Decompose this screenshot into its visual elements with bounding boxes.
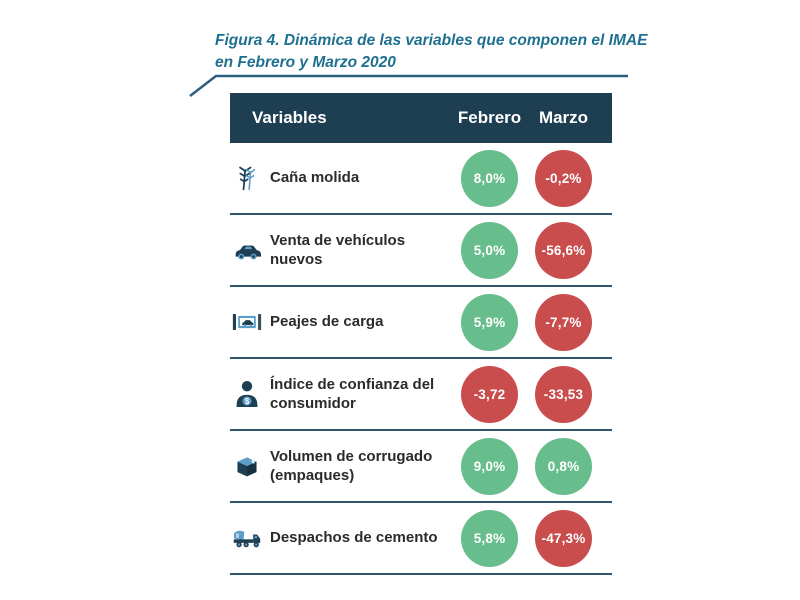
febrero-value-circle: 9,0% xyxy=(461,437,518,495)
decorative-line xyxy=(189,74,628,97)
table-row: Peajes de carga 5,9% -7,7% xyxy=(230,287,612,359)
febrero-value: 9,0% xyxy=(473,458,506,474)
row-label: Venta de vehículos nuevos xyxy=(270,231,406,269)
toll-icon xyxy=(232,310,262,334)
febrero-value: 5,9% xyxy=(473,314,506,330)
marzo-value: -0,2% xyxy=(545,170,582,186)
table-row: Volumen de corrugado (empaques) 9,0% 0,8… xyxy=(230,431,612,503)
figure-title-line2: en Febrero y Marzo 2020 xyxy=(215,53,396,71)
febrero-value-circle: 5,0% xyxy=(461,221,518,279)
row-label: Despachos de cemento xyxy=(270,529,438,547)
figure-title-line1: Figura 4. Dinámica de las variables que … xyxy=(215,32,648,49)
header-variables: Variables xyxy=(252,108,327,127)
row-label: Peajes de carga xyxy=(270,313,384,331)
marzo-value: -47,3% xyxy=(541,530,586,546)
febrero-value: 5,8% xyxy=(473,530,506,546)
car-icon xyxy=(232,236,262,264)
febrero-value-circle: 5,8% xyxy=(461,509,518,567)
marzo-value-circle: -33,53 xyxy=(535,365,592,423)
row-label: Índice de confianza del consumidor xyxy=(270,375,435,413)
marzo-value-circle: -0,2% xyxy=(535,149,592,207)
marzo-value: 0,8% xyxy=(547,458,580,474)
table-row: $ Índice de confianza del consumidor -3,… xyxy=(230,359,612,431)
imae-variables-table: Variables Febrero Marzo Caña molida xyxy=(230,93,612,575)
febrero-value-circle: 5,9% xyxy=(461,293,518,351)
marzo-value-circle: -56,6% xyxy=(535,221,592,279)
marzo-value-circle: -47,3% xyxy=(535,509,592,567)
febrero-value: 5,0% xyxy=(473,242,506,258)
table-row: Caña molida 8,0% -0,2% xyxy=(230,143,612,215)
marzo-value-circle: 0,8% xyxy=(535,437,592,495)
marzo-value: -7,7% xyxy=(545,314,582,330)
svg-text:$: $ xyxy=(245,397,250,406)
febrero-value: -3,72 xyxy=(473,386,506,402)
corrugated-box-icon xyxy=(232,453,262,479)
table-header-row: Variables Febrero Marzo xyxy=(230,93,612,143)
table-row: Despachos de cemento 5,8% -47,3% xyxy=(230,503,612,575)
marzo-value: -33,53 xyxy=(543,386,584,402)
febrero-value-circle: 8,0% xyxy=(461,149,518,207)
header-febrero: Febrero xyxy=(457,108,522,127)
marzo-value: -56,6% xyxy=(541,242,586,258)
sugarcane-icon xyxy=(232,163,262,193)
febrero-value: 8,0% xyxy=(473,170,506,186)
consumer-confidence-icon: $ xyxy=(232,379,262,409)
febrero-value-circle: -3,72 xyxy=(461,365,518,423)
cement-truck-icon xyxy=(232,525,262,551)
row-label: Caña molida xyxy=(270,169,360,187)
table-row: Venta de vehículos nuevos 5,0% -56,6% xyxy=(230,215,612,287)
marzo-value-circle: -7,7% xyxy=(535,293,592,351)
row-label: Volumen de corrugado (empaques) xyxy=(270,447,433,485)
header-marzo: Marzo xyxy=(538,108,589,127)
figure-title: Figura 4. Dinámica de las variables que … xyxy=(215,30,665,73)
